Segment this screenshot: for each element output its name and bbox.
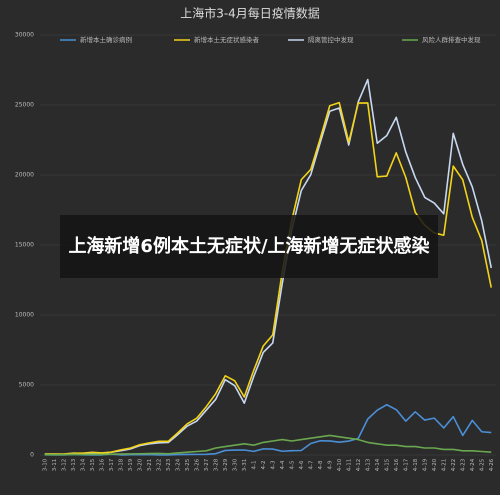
x-tick-label: 4-18 [413, 458, 419, 471]
x-tick-label: 4-22 [451, 459, 457, 471]
x-tick-label: 4-21 [441, 459, 447, 471]
x-tick-label: 3-20 [137, 458, 143, 471]
y-tick-label: 30000 [15, 32, 34, 39]
y-tick-label: 0 [30, 452, 34, 459]
x-tick-label: 4-23 [460, 458, 466, 471]
x-tick-label: 3-22 [156, 459, 162, 471]
y-tick-label: 15000 [15, 242, 34, 249]
x-tick-label: 4-12 [356, 459, 362, 471]
y-tick-label: 5000 [19, 382, 34, 389]
x-tick-label: 3-29 [223, 458, 229, 471]
x-tick-label: 3-16 [99, 458, 105, 471]
x-tick-label: 4-20 [432, 458, 438, 471]
chart-title: 上海市3-4月每日疫情数据 [180, 6, 320, 21]
x-tick-label: 3-26 [194, 458, 200, 471]
legend-label: 风险人群排查中发现 [422, 35, 481, 44]
legend-label: 隔离管控中发现 [308, 35, 354, 44]
x-tick-label: 4-7 [308, 460, 314, 469]
x-tick-label: 4-14 [375, 458, 381, 471]
x-tick-label: 4-25 [479, 458, 485, 471]
x-tick-label: 4-13 [365, 458, 371, 471]
x-tick-label: 4-15 [384, 458, 390, 471]
x-tick-label: 3-13 [71, 458, 77, 471]
x-tick-label: 4-1 [251, 461, 257, 470]
x-tick-label: 3-17 [109, 458, 115, 471]
x-tick-label: 3-12 [61, 459, 67, 471]
x-tick-label: 4-5 [289, 460, 295, 469]
x-tick-label: 4-4 [280, 460, 286, 469]
x-tick-label: 3-30 [232, 458, 238, 471]
x-tick-label: 4-9 [327, 460, 333, 469]
x-tick-label: 3-27 [204, 458, 210, 471]
x-tick-label: 3-31 [242, 459, 248, 471]
x-tick-label: 3-19 [128, 458, 134, 471]
x-tick-label: 3-15 [90, 458, 96, 471]
y-tick-label: 20000 [15, 172, 34, 179]
x-tick-label: 4-2 [261, 461, 267, 470]
x-tick-label: 3-11 [52, 459, 58, 471]
y-tick-label: 25000 [15, 102, 34, 109]
x-tick-label: 4-6 [299, 460, 305, 469]
x-tick-label: 3-18 [118, 458, 124, 471]
x-tick-label: 3-10 [42, 458, 48, 471]
series-line [44, 101, 493, 455]
x-tick-label: 4-26 [489, 458, 495, 471]
x-tick-label: 4-17 [403, 458, 409, 471]
x-tick-label: 3-14 [80, 458, 86, 471]
x-tick-label: 3-25 [185, 458, 191, 471]
legend-label: 新增本土无症状感染者 [194, 35, 260, 44]
legend-label: 新增本土确诊病例 [80, 35, 132, 44]
overlay-banner: 上海新增6例本土无症状/上海新增无症状感染 [60, 215, 438, 278]
x-tick-label: 3-21 [147, 459, 153, 471]
y-tick-label: 10000 [15, 312, 34, 319]
x-tick-label: 4-3 [270, 460, 276, 469]
x-tick-label: 4-11 [346, 459, 352, 471]
x-tick-label: 4-10 [337, 458, 343, 471]
x-tick-label: 3-28 [213, 458, 219, 471]
x-tick-label: 4-16 [394, 458, 400, 471]
x-tick-label: 3-24 [175, 458, 181, 471]
x-tick-label: 4-19 [422, 458, 428, 471]
x-tick-label: 4-24 [470, 458, 476, 471]
x-tick-label: 3-23 [166, 458, 172, 471]
series-line [44, 434, 492, 456]
x-tick-label: 4-8 [318, 460, 324, 469]
